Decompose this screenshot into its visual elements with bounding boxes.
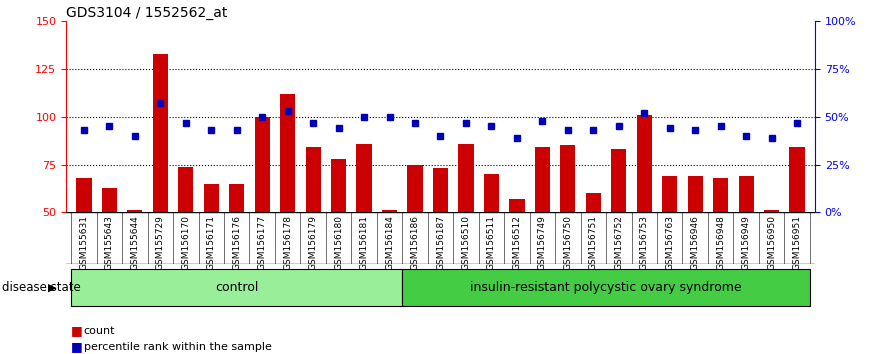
Text: GSM156753: GSM156753	[640, 215, 648, 270]
Text: GSM156179: GSM156179	[308, 215, 318, 270]
Text: GSM156951: GSM156951	[793, 215, 802, 270]
Bar	[637, 115, 652, 212]
Text: ▶: ▶	[48, 282, 56, 293]
Bar	[484, 174, 499, 212]
Bar	[152, 54, 168, 212]
Text: GSM156750: GSM156750	[563, 215, 573, 270]
Bar	[764, 211, 780, 212]
Text: GDS3104 / 1552562_at: GDS3104 / 1552562_at	[66, 6, 227, 20]
Bar	[535, 147, 550, 212]
Bar	[560, 145, 575, 212]
Bar	[458, 144, 474, 212]
Text: GSM156510: GSM156510	[462, 215, 470, 270]
Bar	[229, 184, 244, 212]
Text: GSM156950: GSM156950	[767, 215, 776, 270]
Bar	[255, 117, 270, 212]
Text: GSM156752: GSM156752	[614, 215, 623, 270]
Bar	[433, 169, 448, 212]
Text: control: control	[215, 281, 258, 294]
Text: GSM155631: GSM155631	[79, 215, 88, 270]
Bar	[382, 211, 397, 212]
Text: GSM156170: GSM156170	[181, 215, 190, 270]
Text: GSM156751: GSM156751	[589, 215, 598, 270]
Bar	[127, 211, 143, 212]
Bar	[407, 165, 423, 212]
Text: GSM156184: GSM156184	[385, 215, 394, 270]
Text: disease state: disease state	[2, 281, 80, 294]
Text: GSM155729: GSM155729	[156, 215, 165, 270]
Text: ■: ■	[70, 325, 82, 337]
Text: GSM156512: GSM156512	[513, 215, 522, 270]
Bar	[357, 144, 372, 212]
Bar	[331, 159, 346, 212]
Bar	[738, 176, 754, 212]
Text: GSM156511: GSM156511	[487, 215, 496, 270]
Bar	[77, 178, 92, 212]
Text: percentile rank within the sample: percentile rank within the sample	[84, 342, 271, 352]
Text: GSM156949: GSM156949	[742, 215, 751, 270]
Text: GSM156171: GSM156171	[207, 215, 216, 270]
Text: ■: ■	[70, 341, 82, 353]
Text: GSM156176: GSM156176	[233, 215, 241, 270]
Bar	[586, 193, 601, 212]
Text: GSM156177: GSM156177	[258, 215, 267, 270]
Bar	[178, 166, 194, 212]
Text: GSM156178: GSM156178	[283, 215, 292, 270]
Bar	[280, 94, 295, 212]
Bar	[306, 147, 321, 212]
Bar	[509, 199, 524, 212]
Text: GSM156763: GSM156763	[665, 215, 674, 270]
Text: GSM156948: GSM156948	[716, 215, 725, 270]
Text: insulin-resistant polycystic ovary syndrome: insulin-resistant polycystic ovary syndr…	[470, 281, 742, 294]
FancyBboxPatch shape	[403, 269, 810, 306]
Text: GSM156181: GSM156181	[359, 215, 368, 270]
Text: GSM156946: GSM156946	[691, 215, 700, 270]
Bar	[101, 188, 117, 212]
Bar	[663, 176, 677, 212]
Text: GSM156187: GSM156187	[436, 215, 445, 270]
Bar	[713, 178, 729, 212]
Bar	[204, 184, 218, 212]
Text: GSM156180: GSM156180	[334, 215, 343, 270]
Bar	[611, 149, 626, 212]
Text: count: count	[84, 326, 115, 336]
Text: GSM156749: GSM156749	[538, 215, 547, 270]
Text: GSM155644: GSM155644	[130, 215, 139, 270]
FancyBboxPatch shape	[71, 269, 403, 306]
Bar	[789, 147, 804, 212]
Text: GSM156186: GSM156186	[411, 215, 419, 270]
Bar	[687, 176, 703, 212]
Text: GSM155643: GSM155643	[105, 215, 114, 270]
